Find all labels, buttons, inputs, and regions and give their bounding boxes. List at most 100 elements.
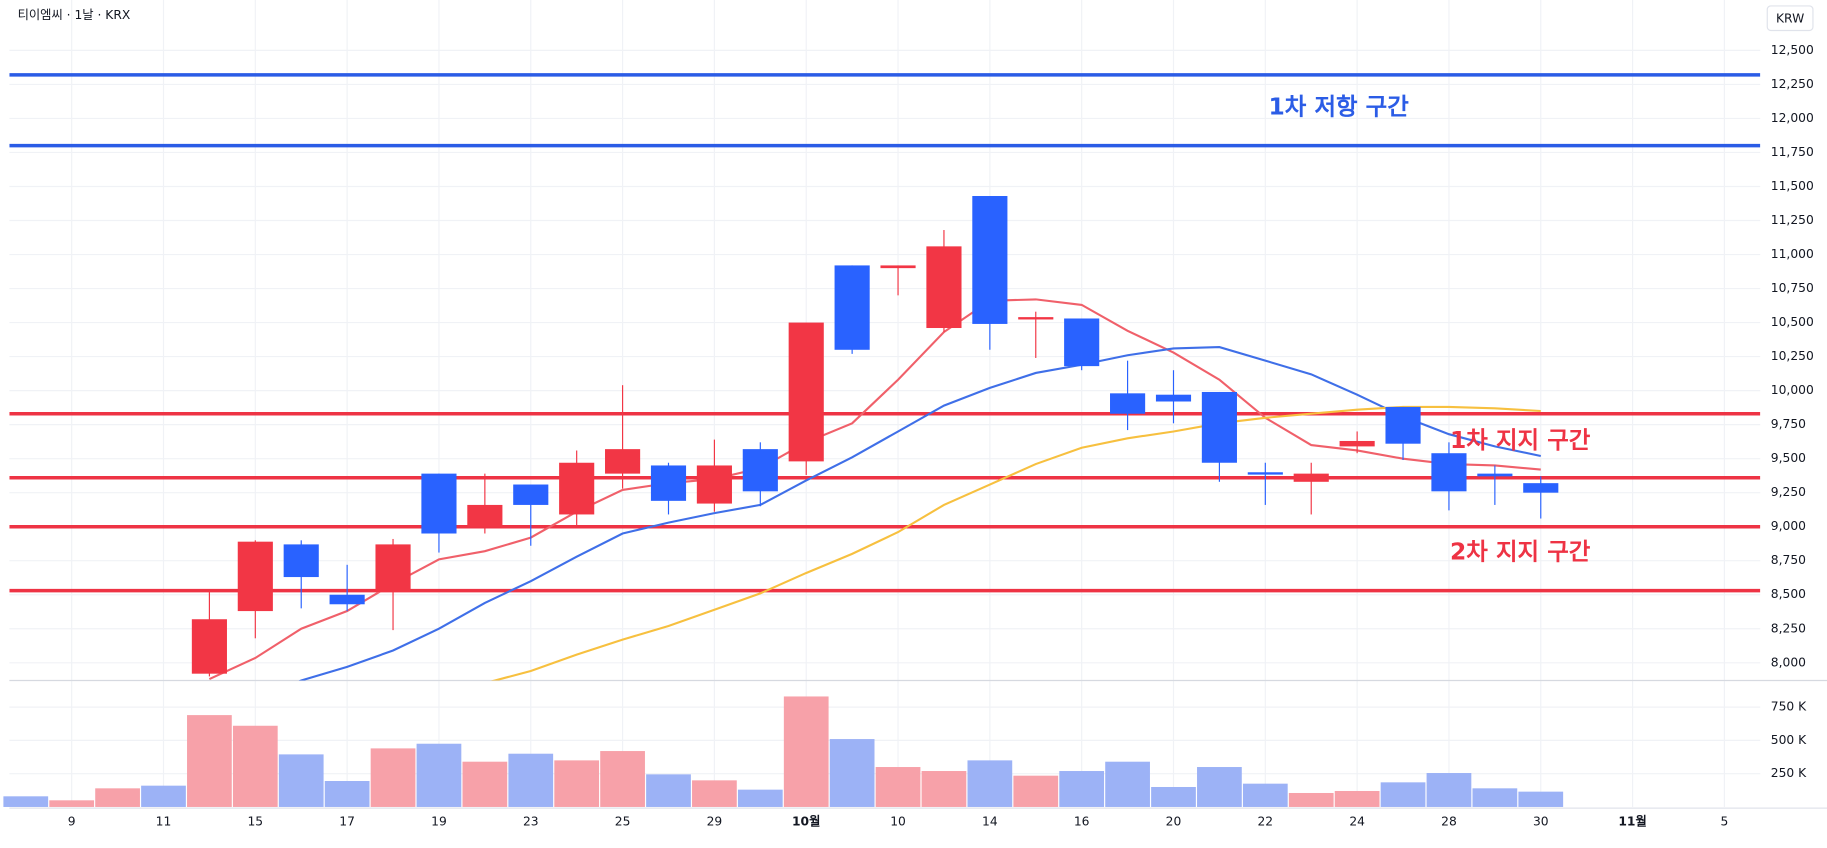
y-tick-label: 12,250: [1771, 77, 1814, 91]
candle-body: [1018, 317, 1054, 320]
volume-bar: [1288, 792, 1334, 807]
moving-average: [298, 345, 1541, 681]
candle-body: [1293, 473, 1329, 482]
volume-bar: [462, 761, 508, 807]
candle-body: [1155, 394, 1192, 402]
volume-tick-label: 250 K: [1771, 766, 1807, 780]
x-tick-label: 5: [1720, 815, 1728, 829]
candle-body: [1523, 483, 1559, 493]
volume-bar: [554, 760, 600, 807]
y-tick-label: 10,750: [1771, 281, 1814, 295]
volume-tick-label: 750 K: [1771, 700, 1807, 714]
volume-bar: [3, 796, 49, 807]
volume-bar: [1426, 773, 1472, 807]
candle-body: [559, 462, 595, 515]
candle-body: [375, 544, 411, 593]
y-tick-label: 10,000: [1771, 383, 1814, 397]
x-tick-label: 28: [1441, 815, 1457, 829]
x-tick-label: 19: [431, 815, 447, 829]
y-tick-label: 11,000: [1771, 247, 1814, 261]
volume-bar: [232, 725, 278, 807]
volume-bar: [508, 753, 554, 807]
candle-body: [283, 544, 319, 578]
candle-body: [421, 473, 457, 534]
y-tick-label: 9,500: [1771, 451, 1806, 465]
y-tick-label: 12,500: [1771, 43, 1814, 57]
y-tick-label: 9,000: [1771, 519, 1806, 533]
candle-body: [605, 449, 641, 474]
candle-body: [1385, 406, 1421, 444]
volume-tick-label: 500 K: [1771, 733, 1807, 747]
x-tick-label: 29: [707, 815, 723, 829]
y-tick-label: 10,250: [1771, 349, 1814, 363]
y-tick-label: 8,500: [1771, 587, 1806, 601]
volume-bar: [1518, 791, 1564, 807]
volume-bar: [829, 739, 875, 807]
candle-body: [1110, 393, 1146, 414]
x-tick-label: 11월: [1618, 814, 1646, 829]
volume-bar: [95, 788, 140, 807]
candle-body: [1247, 472, 1283, 475]
candle-body: [1477, 473, 1513, 477]
volume-bar: [1059, 771, 1105, 807]
x-tick-label: 15: [247, 815, 263, 829]
y-tick-label: 8,250: [1771, 621, 1806, 635]
candle-body: [1064, 318, 1100, 367]
y-tick-label: 10,500: [1771, 315, 1814, 329]
candle-body: [329, 594, 365, 605]
chart-title: 티이엠씨 · 1날 · KRX: [18, 8, 131, 22]
y-tick-label: 8,000: [1771, 655, 1806, 669]
x-tick-label: 17: [339, 815, 355, 829]
x-tick-label: 10: [890, 815, 906, 829]
candle-body: [788, 322, 824, 462]
volume-bar: [370, 748, 416, 807]
candle-body: [742, 449, 778, 492]
y-tick-label: 11,500: [1771, 179, 1814, 193]
volume-bar: [737, 789, 783, 807]
volume-bar: [187, 715, 232, 807]
candle-body: [650, 465, 687, 501]
volume-bar: [1105, 761, 1150, 807]
candle-body: [880, 265, 916, 269]
x-tick-label: 20: [1166, 815, 1182, 829]
candle-body: [467, 504, 503, 527]
volume-bar: [1013, 775, 1059, 807]
x-tick-label: 11: [156, 815, 172, 829]
x-tick-label: 24: [1349, 815, 1365, 829]
annotation: 1차 지지 구간: [1450, 426, 1591, 454]
grid: [9, 0, 1761, 807]
volume-bar: [875, 767, 921, 807]
y-tick-label: 9,750: [1771, 417, 1806, 431]
candle-body: [1431, 453, 1467, 492]
volume-bar: [1151, 786, 1196, 807]
moving-average: [490, 405, 1541, 681]
volume-bar: [1380, 782, 1426, 807]
y-tick-label: 12,000: [1771, 111, 1814, 125]
volume-bar: [921, 771, 967, 807]
volume-pane: [3, 696, 1564, 807]
currency-label: KRW: [1776, 11, 1804, 25]
x-tick-label: 23: [523, 815, 539, 829]
candle-body: [696, 465, 732, 504]
annotation: 2차 지지 구간: [1450, 537, 1591, 565]
candle-body: [237, 541, 273, 612]
x-tick-label: 10월: [792, 814, 820, 829]
y-tick-label: 11,250: [1771, 213, 1814, 227]
volume-bar: [646, 774, 691, 807]
candle-body: [1201, 391, 1237, 463]
currency-box: [1766, 5, 1814, 32]
price-pane: [9, 73, 1761, 681]
x-tick-label: 14: [982, 815, 998, 829]
x-tick-label: 9: [68, 815, 76, 829]
moving-average: [208, 298, 1541, 681]
y-tick-label: 9,250: [1771, 485, 1806, 499]
y-tick-label: 11,750: [1771, 145, 1814, 159]
candle-body: [1339, 440, 1375, 447]
candle-body: [513, 484, 549, 505]
axes: 8,000 8,250 8,500 8,750 9,000 9,250 9,500 9,750…: [68, 43, 1814, 829]
volume-bar: [416, 743, 462, 807]
x-tick-label: 25: [615, 815, 631, 829]
x-tick-label: 30: [1533, 815, 1549, 829]
